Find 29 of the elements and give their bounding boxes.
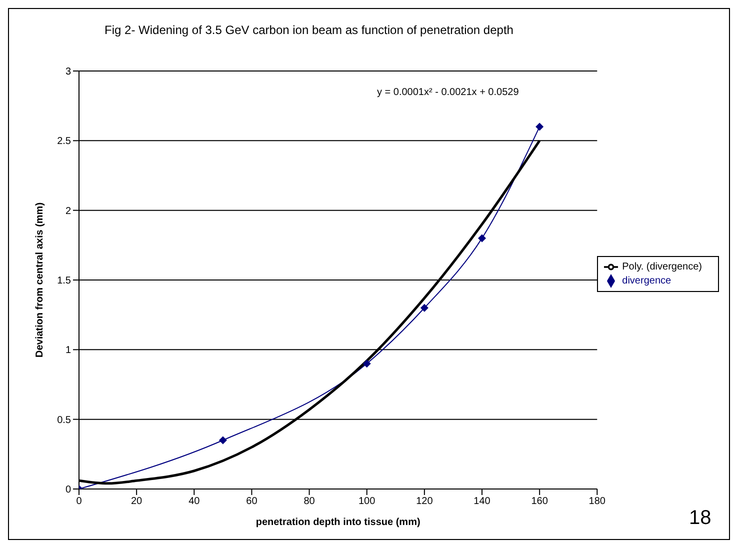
y-axis-title: Deviation from central axis (mm): [34, 202, 46, 358]
point: [536, 122, 544, 131]
y-tick-label: 0.5: [57, 414, 72, 426]
annotation: y = 0.0001x² - 0.0021x + 0.0529: [377, 87, 519, 98]
chart-title: Fig 2- Widening of 3.5 GeV carbon ion beam as function of penetration depth: [104, 23, 514, 37]
y-tick-label: 2.5: [57, 136, 72, 148]
x-tick-label: 40: [188, 496, 200, 508]
x-tick-label: 160: [531, 496, 548, 508]
x-tick-label: 180: [588, 496, 606, 508]
x-tick-label: 60: [246, 496, 258, 508]
y-tick-label: 0: [65, 484, 72, 496]
x-tick-label: 120: [416, 496, 434, 508]
point: [362, 360, 371, 368]
text: 18: [689, 507, 712, 530]
point: [478, 234, 486, 242]
x-axis-title: penetration depth into tissue (mm): [256, 517, 420, 528]
y-tick-label: 1: [65, 345, 72, 356]
x-tick-label: 140: [474, 496, 491, 508]
y-tick-label: 3: [65, 66, 72, 78]
y-tick-label: 1.5: [57, 276, 72, 287]
point: [218, 436, 227, 444]
x-tick-label: 80: [304, 496, 316, 508]
x-tick-label: 100: [358, 496, 376, 508]
point: [420, 304, 428, 312]
legend-label: divergence: [622, 276, 672, 287]
y-tick-label: 2: [65, 206, 72, 217]
x-tick-label: 20: [131, 496, 143, 508]
x-tick-label: 0: [76, 496, 82, 508]
legend-label: Poly. (divergence): [622, 262, 702, 273]
